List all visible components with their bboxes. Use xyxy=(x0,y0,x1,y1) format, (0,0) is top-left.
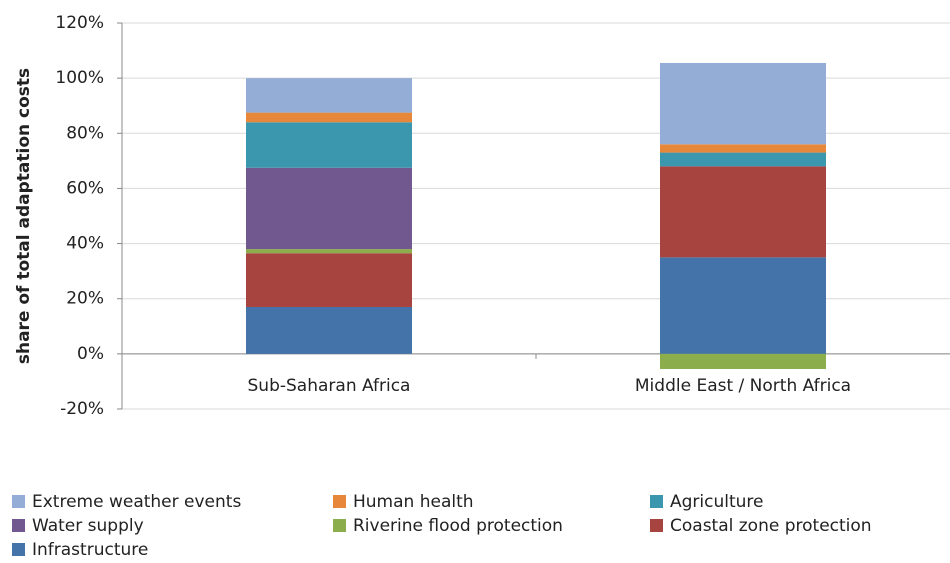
legend-label: Agriculture xyxy=(670,492,764,512)
bar-segment xyxy=(660,353,826,370)
bar-segment xyxy=(246,112,412,123)
y-tick-label: 60% xyxy=(66,178,104,198)
y-axis-label: share of total adaptation costs xyxy=(14,68,34,364)
bar-segment xyxy=(246,122,412,168)
bar-segment xyxy=(660,152,826,167)
bar-segment xyxy=(660,257,826,354)
bar-segment xyxy=(246,253,412,307)
y-tick-label: 0% xyxy=(77,344,104,364)
bar-segment xyxy=(246,78,412,113)
legend-label: Coastal zone protection xyxy=(670,516,872,536)
legend-label: Water supply xyxy=(32,516,144,536)
y-tick-label: -20% xyxy=(60,399,104,419)
legend-swatch xyxy=(12,519,25,532)
y-tick-label: 80% xyxy=(66,123,104,143)
bar-segment xyxy=(246,306,412,354)
legend-swatch xyxy=(12,543,25,556)
y-tick-label: 20% xyxy=(66,289,104,309)
legend-swatch xyxy=(650,495,663,508)
legend-label: Riverine flood protection xyxy=(353,516,563,536)
bar-segment xyxy=(660,62,826,145)
x-tick-label: Middle East / North Africa xyxy=(635,376,851,396)
legend-label: Infrastructure xyxy=(32,540,148,560)
legend-swatch xyxy=(650,519,663,532)
x-tick-label: Sub-Saharan Africa xyxy=(248,376,411,396)
legend-label: Human health xyxy=(353,492,474,512)
bar-segment xyxy=(660,144,826,153)
bar-segment xyxy=(246,167,412,250)
bar-segment xyxy=(660,166,826,258)
legend-swatch xyxy=(12,495,25,508)
bar-segment xyxy=(246,249,412,254)
y-tick-label: 40% xyxy=(66,234,104,254)
legend-label: Extreme weather events xyxy=(32,492,241,512)
legend-swatch xyxy=(333,495,346,508)
legend-swatch xyxy=(333,519,346,532)
y-tick-label: 100% xyxy=(55,68,104,88)
y-tick-label: 120% xyxy=(55,13,104,33)
